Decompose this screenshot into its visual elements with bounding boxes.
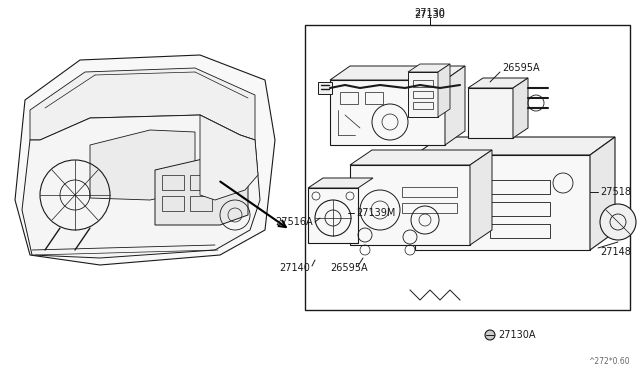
Bar (190, 196, 212, 211)
Bar (413, 91, 433, 98)
Bar (490, 180, 550, 194)
Bar (468, 88, 513, 138)
Bar (190, 175, 212, 190)
Bar (413, 80, 433, 87)
Polygon shape (200, 115, 258, 200)
Polygon shape (15, 55, 275, 265)
Bar (415, 155, 590, 250)
Text: 27518: 27518 (600, 187, 631, 197)
Bar (308, 188, 358, 243)
Text: 27130: 27130 (415, 10, 445, 20)
Polygon shape (90, 130, 195, 200)
Polygon shape (415, 137, 615, 155)
Bar (490, 202, 550, 216)
Bar (402, 187, 457, 197)
Bar (318, 82, 332, 94)
Text: 27130A: 27130A (498, 330, 536, 340)
Text: 26595A: 26595A (502, 63, 540, 73)
Polygon shape (330, 66, 465, 80)
Text: 27139M: 27139M (356, 208, 396, 218)
Text: 27516A: 27516A (275, 217, 313, 227)
Circle shape (600, 204, 636, 240)
Bar (162, 196, 184, 211)
Polygon shape (470, 150, 492, 245)
Bar (413, 102, 433, 109)
Text: 27140: 27140 (279, 263, 310, 273)
Circle shape (485, 330, 495, 340)
Polygon shape (590, 137, 615, 250)
Polygon shape (438, 64, 450, 117)
Text: ^272*0.60: ^272*0.60 (588, 357, 630, 366)
Bar (330, 80, 445, 145)
Polygon shape (513, 78, 528, 138)
Bar (490, 224, 550, 238)
Bar (365, 92, 383, 104)
Bar (340, 92, 358, 104)
Polygon shape (408, 64, 450, 72)
Text: 27130: 27130 (415, 8, 445, 18)
Bar (305, 25, 630, 310)
Polygon shape (350, 150, 492, 165)
Bar (402, 203, 457, 213)
Polygon shape (445, 66, 465, 145)
Text: 27148: 27148 (600, 247, 631, 257)
Polygon shape (308, 178, 373, 188)
Bar (408, 72, 438, 117)
Polygon shape (155, 155, 248, 225)
Polygon shape (30, 68, 255, 140)
Polygon shape (22, 115, 260, 258)
Text: 26595A: 26595A (330, 263, 367, 273)
Polygon shape (468, 78, 528, 88)
Bar (162, 175, 184, 190)
Bar (350, 165, 470, 245)
